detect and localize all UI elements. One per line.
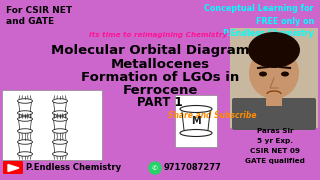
Text: P.Endless Chemistry: P.Endless Chemistry bbox=[26, 163, 121, 172]
Bar bbox=[175, 95, 217, 147]
Text: ✆: ✆ bbox=[152, 165, 158, 171]
Ellipse shape bbox=[259, 71, 267, 76]
Text: Its time to reimagining Chemistry: Its time to reimagining Chemistry bbox=[89, 32, 227, 38]
FancyBboxPatch shape bbox=[232, 98, 316, 130]
FancyBboxPatch shape bbox=[3, 161, 23, 174]
Ellipse shape bbox=[248, 32, 300, 68]
Text: Paras Sir: Paras Sir bbox=[257, 128, 293, 134]
Text: GATE qualified: GATE qualified bbox=[245, 158, 305, 164]
Text: 5 yr Exp.: 5 yr Exp. bbox=[257, 138, 293, 144]
Text: CSIR NET 09: CSIR NET 09 bbox=[250, 148, 300, 154]
Bar bbox=[266, 88, 282, 106]
Text: Share and Subscribe: Share and Subscribe bbox=[168, 111, 256, 120]
Bar bbox=[230, 28, 318, 128]
Text: Ferrocene: Ferrocene bbox=[122, 84, 198, 97]
Text: For CSIR NET: For CSIR NET bbox=[6, 6, 72, 15]
Text: Conceptual Learning for
FREE only on
P.Endless Chemistry: Conceptual Learning for FREE only on P.E… bbox=[204, 4, 314, 38]
Text: and GATE: and GATE bbox=[6, 17, 54, 26]
Text: Molecular Orbital Diagram of: Molecular Orbital Diagram of bbox=[51, 44, 269, 57]
Ellipse shape bbox=[249, 47, 299, 99]
Text: 9717087277: 9717087277 bbox=[164, 163, 222, 172]
Polygon shape bbox=[8, 165, 19, 172]
Text: Metallocenes: Metallocenes bbox=[110, 58, 210, 71]
Text: PART 1: PART 1 bbox=[137, 96, 183, 109]
Bar bbox=[2, 90, 102, 160]
Ellipse shape bbox=[281, 71, 289, 76]
Circle shape bbox=[149, 162, 161, 174]
Text: M: M bbox=[191, 116, 201, 126]
Text: Formation of LGOs in: Formation of LGOs in bbox=[81, 71, 239, 84]
